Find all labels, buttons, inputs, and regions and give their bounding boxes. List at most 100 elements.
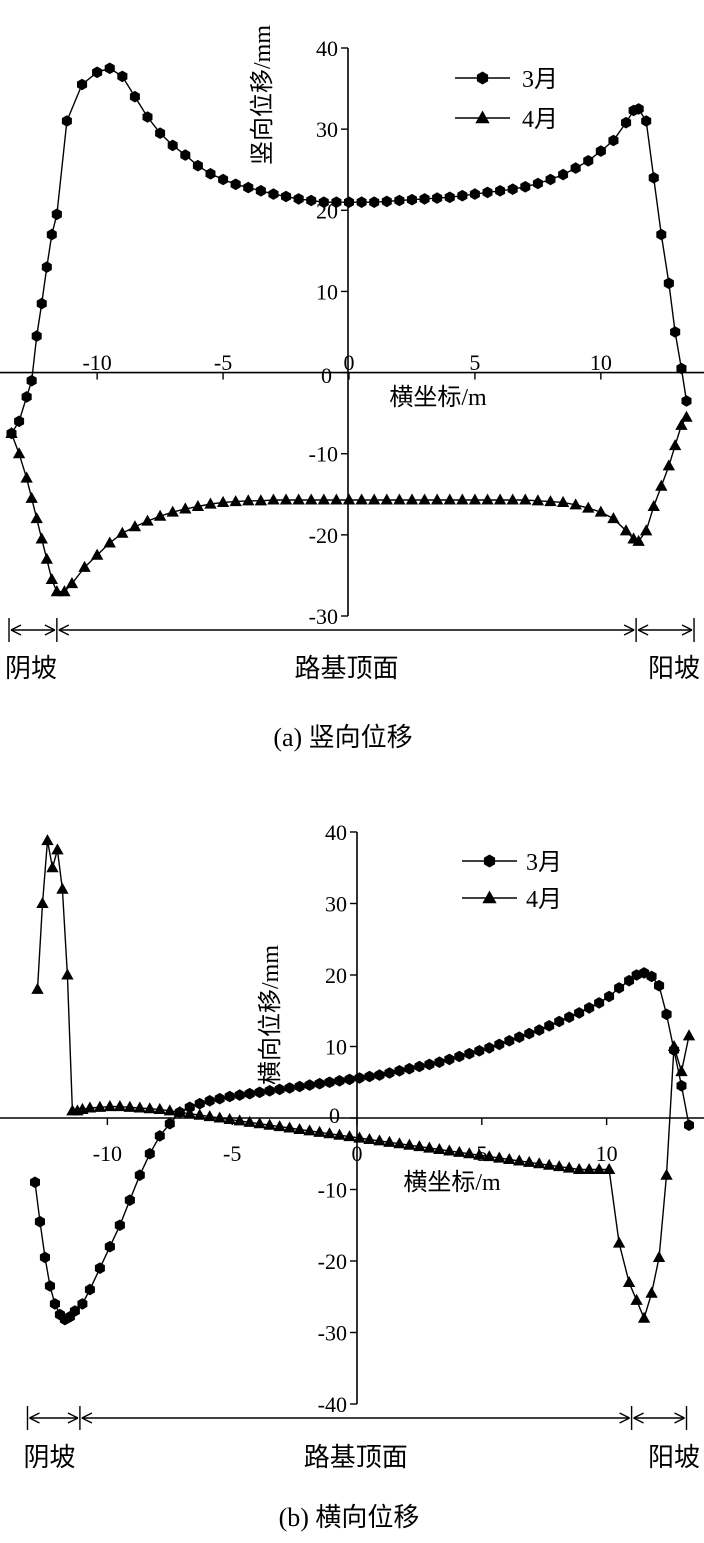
legend-marker <box>482 890 497 904</box>
series-line <box>10 416 688 593</box>
data-point <box>274 1083 285 1096</box>
legend-label: 4月 <box>522 107 558 133</box>
data-point <box>661 1008 672 1021</box>
data-point <box>56 882 69 894</box>
bracket-arrow <box>10 624 22 636</box>
data-point <box>292 493 305 505</box>
data-point <box>569 498 582 510</box>
data-point <box>602 1162 616 1175</box>
chart-caption: (b) 横向位移 <box>279 1503 420 1532</box>
data-point <box>224 1090 235 1103</box>
data-point <box>134 1169 145 1181</box>
data-point <box>283 1121 296 1133</box>
data-point <box>234 1089 245 1101</box>
data-point <box>39 1251 50 1264</box>
data-point <box>94 1262 105 1274</box>
data-point <box>424 1058 435 1071</box>
data-point <box>373 1134 386 1146</box>
legend-label: 4月 <box>526 887 562 913</box>
data-point <box>668 439 682 451</box>
legend-label: 3月 <box>526 850 562 876</box>
data-point <box>30 512 43 524</box>
region-label: 阳坡 <box>648 1443 700 1472</box>
data-point <box>646 970 657 983</box>
data-point <box>93 1100 107 1112</box>
data-point <box>484 1042 495 1054</box>
y-tick-label: 30 <box>325 892 347 917</box>
data-point <box>233 1114 246 1126</box>
data-point <box>493 493 507 505</box>
data-point <box>264 1085 275 1097</box>
data-point <box>254 1086 265 1099</box>
data-point <box>523 1155 536 1167</box>
data-point <box>520 181 531 193</box>
bracket-arrow <box>681 624 693 636</box>
data-point <box>103 1100 117 1112</box>
bracket-arrow <box>623 624 635 636</box>
data-point <box>116 526 129 538</box>
data-point <box>564 1011 575 1023</box>
data-point <box>670 326 681 338</box>
data-point <box>434 1056 445 1068</box>
data-point <box>656 228 667 241</box>
legend-marker <box>483 854 496 868</box>
x-axis-title: 横坐标/m <box>403 1169 501 1196</box>
data-point <box>229 495 242 507</box>
data-point <box>675 418 688 430</box>
data-point <box>507 183 518 195</box>
data-point <box>413 1140 426 1152</box>
bracket-arrow <box>674 1412 685 1424</box>
data-point <box>667 1040 681 1052</box>
data-point <box>128 520 142 532</box>
data-point <box>133 1101 146 1113</box>
data-point <box>364 1070 375 1083</box>
data-point <box>637 1311 651 1323</box>
x-tick-label: -10 <box>93 1141 122 1166</box>
region-brackets: 阴坡 路基顶面 阳坡 <box>5 618 700 683</box>
data-point <box>191 499 205 512</box>
data-point <box>630 1293 643 1305</box>
data-point <box>482 186 493 199</box>
data-point <box>342 493 356 505</box>
data-point <box>153 1102 166 1114</box>
data-point <box>243 1115 256 1127</box>
data-point <box>324 1076 335 1088</box>
data-point <box>506 493 519 505</box>
y-tick-label: -30 <box>309 604 338 629</box>
data-point <box>544 1020 555 1032</box>
region-brackets: 阴坡 路基顶面 阳坡 <box>23 1406 700 1472</box>
data-point <box>682 1029 696 1041</box>
data-point <box>14 415 25 428</box>
data-point <box>268 188 279 200</box>
data-point <box>263 1118 276 1130</box>
data-point <box>318 196 329 208</box>
data-point <box>61 115 72 127</box>
x-tick-label: -10 <box>82 350 111 375</box>
data-point <box>31 982 44 994</box>
data-point <box>633 103 644 115</box>
data-point <box>12 447 26 459</box>
data-point <box>84 1283 95 1296</box>
data-point <box>163 1104 176 1116</box>
series-1 <box>6 62 692 440</box>
data-point <box>582 501 595 513</box>
data-point <box>5 426 18 438</box>
y-tick-label: 40 <box>316 36 338 61</box>
data-point <box>203 1110 216 1122</box>
data-point <box>433 1142 446 1155</box>
data-point <box>556 495 570 507</box>
data-point <box>514 1031 525 1043</box>
data-point <box>503 1152 516 1165</box>
data-point <box>681 395 692 407</box>
data-point <box>594 997 605 1009</box>
data-point <box>444 191 455 204</box>
data-point <box>532 177 543 190</box>
data-point <box>680 410 693 422</box>
region-label: 路基顶面 <box>304 1443 408 1472</box>
bracket-arrow <box>44 624 56 636</box>
data-point <box>204 1095 215 1107</box>
data-point <box>607 512 620 524</box>
bracket-arrow <box>58 624 70 636</box>
data-point <box>612 1236 626 1248</box>
